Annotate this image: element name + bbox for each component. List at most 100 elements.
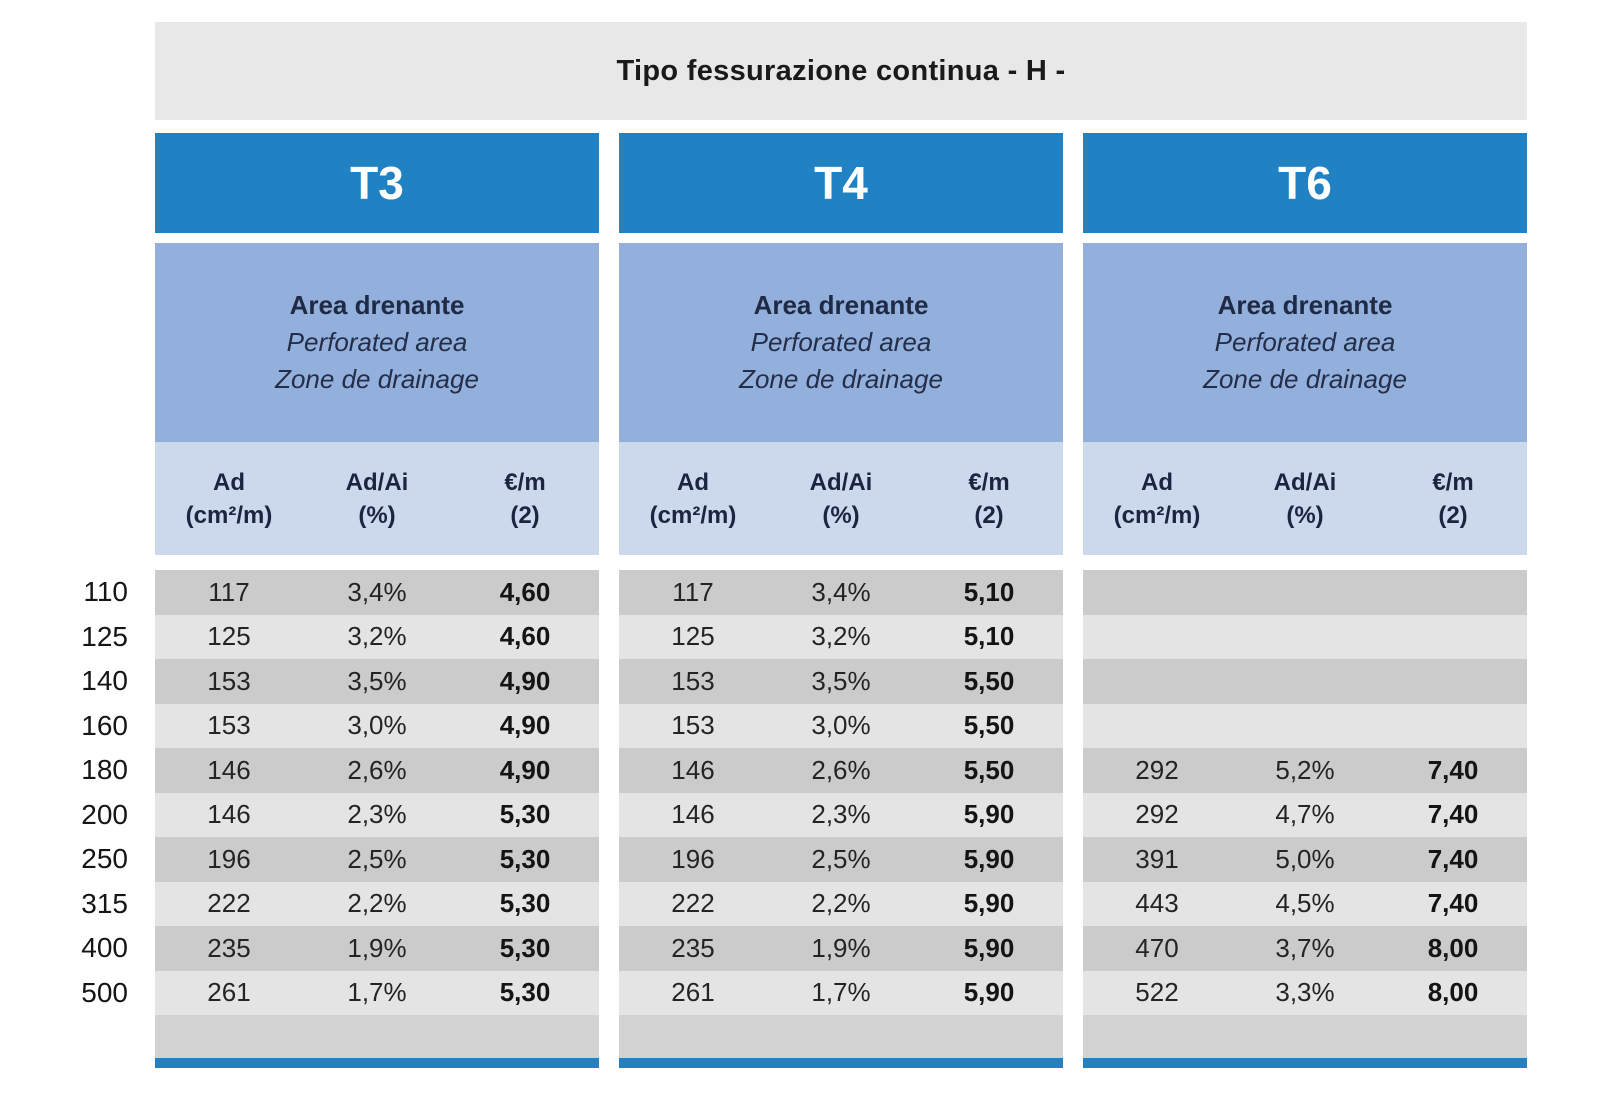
data-cell-ad: 146: [671, 754, 715, 785]
data-cell-ratio: 2,2%: [811, 888, 871, 919]
data-cell-ad: 153: [671, 710, 715, 741]
accent-bar: [1083, 1058, 1527, 1068]
column-header: Ad/Ai (%): [1231, 442, 1379, 555]
column-header: €/m (2): [1379, 442, 1527, 555]
data-cell-ratio: 3,2%: [811, 621, 871, 652]
data-row: [1083, 570, 1527, 615]
column-header-line2: (2): [1438, 501, 1468, 529]
column-header-line1: Ad: [677, 468, 709, 496]
data-cell-price: 5,90: [963, 799, 1015, 830]
data-cell-ratio: 3,0%: [347, 710, 407, 741]
data-cell-price: 5,30: [499, 888, 551, 919]
group-header: T6: [1083, 133, 1527, 233]
data-cell-ad: 196: [671, 843, 715, 874]
column-header: Ad/Ai (%): [303, 442, 451, 555]
data-cell-price: 5,50: [963, 710, 1015, 741]
data-cell-price: 8,00: [1427, 977, 1479, 1008]
area-subtitle-fr: Zone de drainage: [739, 364, 943, 394]
data-cell-price: 5,10: [963, 576, 1015, 607]
data-row: 196 2,5% 5,90: [619, 837, 1063, 882]
data-row: 235 1,9% 5,90: [619, 926, 1063, 971]
data-cell-ratio: [1231, 704, 1379, 749]
data-rows: 117 3,4% 5,10 125 3,2% 5,10 153 3,5% 5,50 153 3,0%…: [619, 570, 1063, 1015]
data-row: [1083, 703, 1527, 749]
data-cell-ratio: [1231, 659, 1379, 704]
area-band: Area drenante Perforated area Zone de drai…: [1083, 243, 1527, 442]
data-cell-ad: 153: [207, 665, 251, 696]
data-cell-ratio: 5,0%: [1275, 843, 1335, 874]
data-cell-ratio: 3,0%: [811, 710, 871, 741]
empty-row: [1083, 1015, 1527, 1058]
column-header-line2: (cm²/m): [649, 501, 737, 529]
area-title: Area drenante: [1217, 290, 1393, 320]
data-row: 222 2,2% 5,30: [155, 881, 599, 926]
row-label: 315: [81, 887, 128, 919]
data-cell-ad: [1083, 704, 1231, 749]
data-row: 117 3,4% 5,10: [619, 570, 1063, 615]
data-cell-ad: 391: [1135, 843, 1179, 874]
data-cell-ad: 443: [1135, 888, 1179, 919]
data-cell-price: 8,00: [1427, 932, 1479, 963]
area-title: Area drenante: [753, 290, 929, 320]
data-cell-price: 5,50: [963, 665, 1015, 696]
data-cell-price: 5,50: [963, 754, 1015, 785]
data-cell-ratio: 1,7%: [347, 977, 407, 1008]
data-rows: 117 3,4% 4,60 125 3,2% 4,60 153 3,5% 4,90 153 3,0%…: [155, 570, 599, 1015]
data-cell-ratio: 4,5%: [1275, 888, 1335, 919]
column-header-line2: (2): [974, 501, 1004, 529]
column-header: €/m (2): [451, 442, 599, 555]
empty-row: [619, 1015, 1063, 1058]
row-label: 250: [81, 843, 128, 874]
data-row: 153 3,0% 5,50: [619, 703, 1063, 748]
data-cell-ad: 292: [1135, 754, 1179, 785]
column-header-line2: (%): [358, 501, 396, 529]
column-header-line1: Ad: [213, 468, 245, 496]
accent-bar: [155, 1058, 599, 1068]
data-row: 292 4,7% 7,40: [1083, 792, 1527, 837]
empty-row: [155, 1015, 599, 1058]
column-header-line1: €/m: [968, 468, 1010, 496]
data-cell-price: 4,60: [499, 576, 551, 607]
data-cell-ratio: 2,3%: [347, 799, 407, 830]
row-label: 400: [81, 932, 128, 963]
data-row: 146 2,3% 5,30: [155, 792, 599, 837]
data-cell-ad: 125: [207, 621, 251, 652]
data-cell-price: 5,30: [499, 799, 551, 830]
data-cell-price: 5,30: [499, 932, 551, 963]
data-cell-ratio: 5,2%: [1275, 754, 1335, 785]
data-row: 153 3,5% 5,50: [619, 659, 1063, 704]
data-cell-ad: 146: [207, 754, 251, 785]
data-cell-price: 5,90: [963, 932, 1015, 963]
data-row: 222 2,2% 5,90: [619, 881, 1063, 926]
column-header-line1: Ad/Ai: [345, 468, 409, 496]
data-cell-price: 4,90: [499, 665, 551, 696]
data-row: 261 1,7% 5,30: [155, 970, 599, 1015]
data-cell-ad: 235: [671, 932, 715, 963]
column-header-line2: (2): [510, 501, 540, 529]
area-subtitle-fr: Zone de drainage: [1203, 364, 1407, 394]
data-cell-ad: 222: [207, 888, 251, 919]
data-cell-ratio: 3,5%: [347, 665, 407, 696]
data-cell-price: [1379, 570, 1527, 615]
row-label: 160: [81, 709, 128, 741]
data-cell-price: 5,90: [963, 977, 1015, 1008]
data-row: 146 2,3% 5,90: [619, 792, 1063, 837]
data-row: 125 3,2% 5,10: [619, 614, 1063, 659]
column-header-line1: Ad/Ai: [1273, 468, 1337, 496]
group-header: T4: [619, 133, 1063, 233]
row-label: 500: [81, 976, 128, 1008]
row-label: 200: [81, 798, 128, 830]
area-subtitle-en: Perforated area: [286, 327, 468, 357]
area-band: Area drenante Perforated area Zone de drai…: [155, 243, 599, 442]
data-cell-ratio: 4,7%: [1275, 799, 1335, 830]
data-cell-price: 7,40: [1427, 754, 1479, 785]
data-cell-ad: 117: [208, 576, 250, 607]
data-row: [1083, 659, 1527, 704]
data-cell-ad: 146: [207, 799, 251, 830]
data-cell-ad: 153: [207, 710, 251, 741]
data-cell-ad: 222: [671, 888, 715, 919]
data-cell-ratio: 3,7%: [1275, 932, 1335, 963]
data-cell-ratio: 2,5%: [347, 843, 407, 874]
area-title: Area drenante: [289, 290, 465, 320]
column-header-line1: Ad/Ai: [809, 468, 873, 496]
